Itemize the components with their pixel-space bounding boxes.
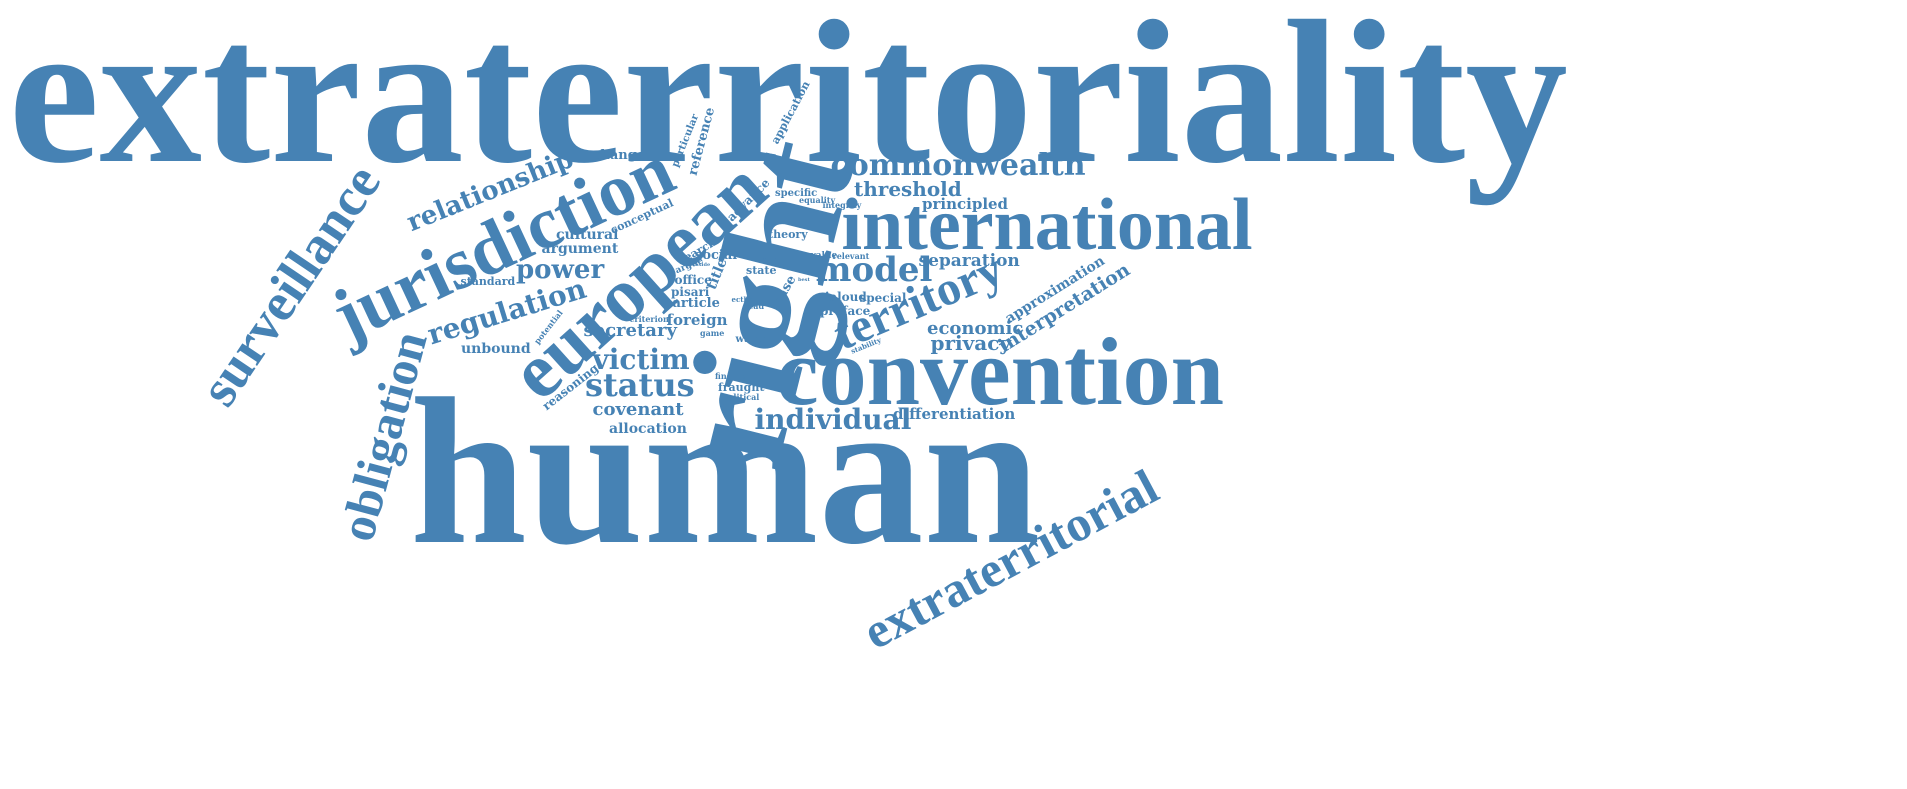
word: state	[746, 263, 777, 277]
word: human	[410, 356, 1041, 588]
word: court	[760, 256, 778, 263]
word: changer	[592, 147, 652, 163]
word: allocation	[609, 421, 687, 437]
word: principled	[922, 194, 1009, 213]
word: preface	[820, 304, 871, 318]
word: cultural	[556, 227, 619, 243]
word: threshold	[854, 177, 962, 201]
word: covenant	[592, 399, 684, 420]
word: finding	[715, 371, 747, 381]
word: argument	[541, 241, 619, 257]
word: power	[516, 255, 605, 285]
word: individual	[754, 403, 912, 436]
word: pisari	[671, 285, 710, 299]
word: theory	[768, 227, 808, 241]
word: secretary	[583, 320, 677, 341]
word: aside	[695, 261, 711, 268]
word: ecthr	[731, 294, 753, 304]
word: separation	[918, 250, 1020, 271]
word: equality	[799, 195, 836, 205]
word: unbound	[461, 341, 531, 357]
word: convention	[776, 318, 1225, 425]
word: standard	[460, 274, 516, 288]
word: model	[815, 250, 933, 290]
word: privacy	[930, 331, 1012, 355]
word: political	[722, 392, 760, 402]
word: integrity	[822, 200, 862, 210]
word: social	[695, 247, 738, 263]
word: jaloud	[825, 290, 867, 304]
word: office	[674, 273, 712, 287]
word: international	[841, 184, 1253, 266]
word: extraterritoriality	[8, 0, 1568, 206]
word: foreign	[666, 310, 728, 329]
word: watch	[735, 334, 769, 345]
word: fraught	[718, 380, 765, 394]
word: victim	[592, 343, 690, 376]
word: value	[810, 250, 838, 261]
word: commonwealth	[830, 148, 1086, 183]
word: criterion	[629, 314, 669, 324]
word: best	[798, 276, 810, 283]
word: game	[700, 328, 725, 338]
word: special	[859, 291, 907, 305]
word: read	[744, 301, 765, 311]
word: differentiation	[893, 404, 1016, 423]
word: relevant	[832, 251, 870, 261]
word: status	[585, 366, 695, 404]
word: article	[672, 295, 720, 311]
word: economic	[927, 318, 1024, 339]
word: specific	[775, 188, 818, 199]
